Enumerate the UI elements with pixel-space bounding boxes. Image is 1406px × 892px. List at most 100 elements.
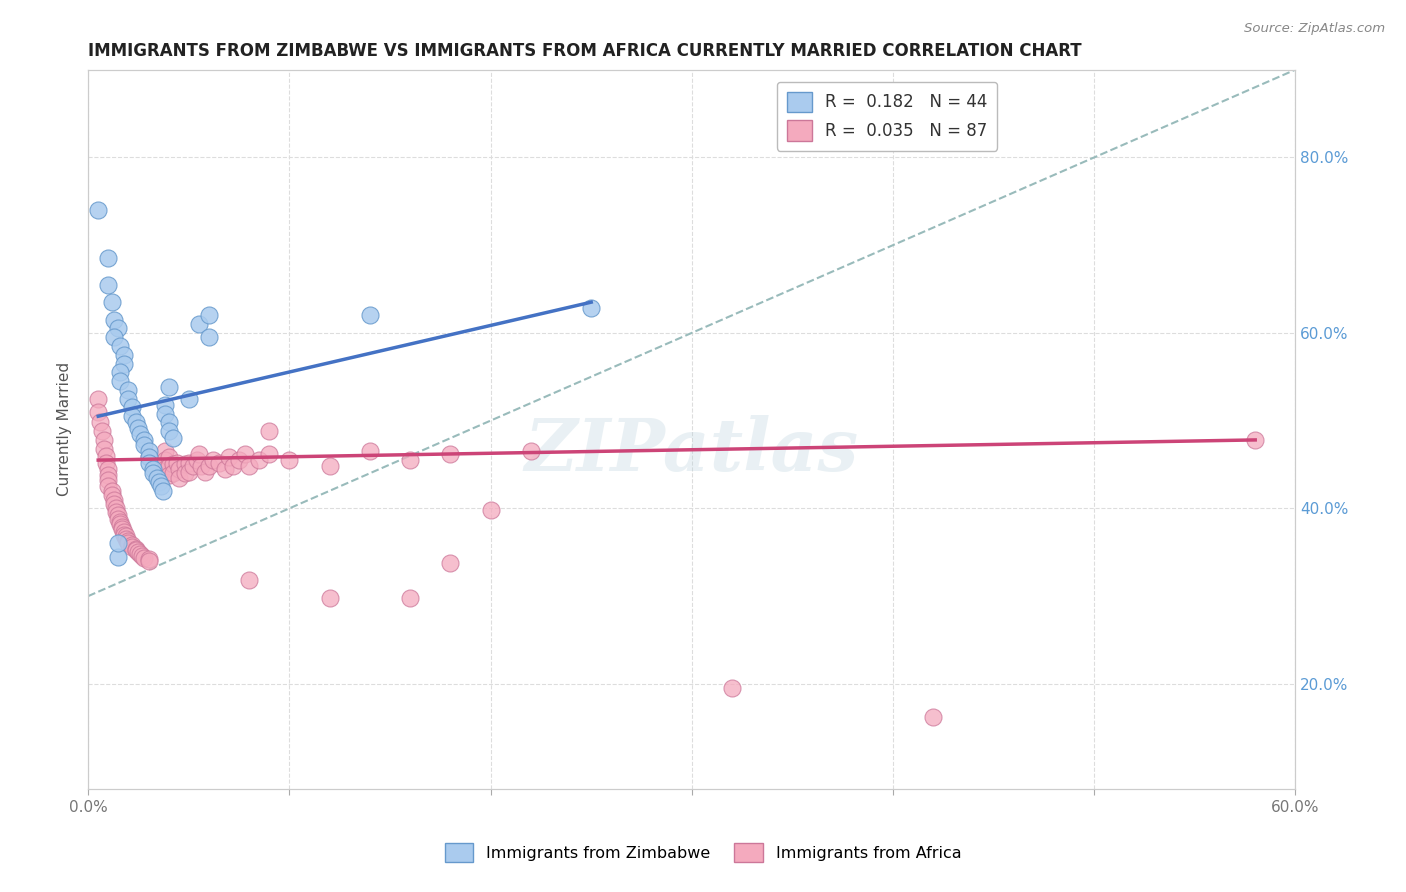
Point bbox=[129, 547, 152, 561]
Point bbox=[228, 453, 250, 467]
Point bbox=[318, 459, 340, 474]
Point bbox=[117, 533, 139, 548]
Point bbox=[157, 380, 180, 394]
Point bbox=[125, 416, 148, 430]
Point bbox=[87, 392, 110, 406]
Point bbox=[198, 459, 221, 474]
Point bbox=[96, 456, 118, 470]
Point bbox=[162, 458, 184, 472]
Point bbox=[479, 503, 502, 517]
Point bbox=[152, 483, 174, 498]
Point bbox=[721, 681, 744, 696]
Point bbox=[187, 447, 209, 461]
Point bbox=[166, 456, 188, 470]
Point bbox=[96, 449, 118, 463]
Point bbox=[121, 538, 143, 552]
Point bbox=[214, 462, 236, 476]
Point bbox=[105, 505, 128, 519]
Point bbox=[107, 549, 129, 564]
Point bbox=[121, 401, 143, 415]
Point bbox=[101, 295, 124, 310]
Point bbox=[157, 424, 180, 438]
Point bbox=[125, 543, 148, 558]
Point bbox=[134, 550, 156, 565]
Point bbox=[91, 424, 114, 438]
Point bbox=[97, 462, 120, 476]
Point bbox=[238, 574, 260, 588]
Point bbox=[162, 431, 184, 445]
Point bbox=[247, 453, 270, 467]
Point bbox=[145, 470, 167, 484]
Point bbox=[112, 527, 135, 541]
Point bbox=[110, 365, 132, 379]
Point bbox=[103, 492, 125, 507]
Point bbox=[103, 497, 125, 511]
Point bbox=[97, 252, 120, 266]
Point bbox=[115, 529, 138, 543]
Point bbox=[110, 374, 132, 388]
Point bbox=[157, 450, 180, 465]
Point bbox=[157, 459, 180, 474]
Point bbox=[186, 453, 208, 467]
Y-axis label: Currently Married: Currently Married bbox=[58, 362, 72, 497]
Point bbox=[134, 438, 156, 452]
Point bbox=[127, 545, 149, 559]
Point bbox=[87, 202, 110, 217]
Point bbox=[153, 398, 176, 412]
Point bbox=[93, 442, 115, 456]
Point bbox=[157, 468, 180, 483]
Point bbox=[399, 591, 422, 605]
Point bbox=[121, 409, 143, 424]
Point bbox=[399, 453, 422, 467]
Point bbox=[153, 462, 176, 476]
Point bbox=[97, 473, 120, 487]
Point bbox=[97, 468, 120, 483]
Point bbox=[218, 450, 240, 465]
Point bbox=[922, 710, 945, 724]
Point bbox=[134, 433, 156, 447]
Point bbox=[97, 277, 120, 292]
Point bbox=[89, 416, 111, 430]
Point bbox=[101, 483, 124, 498]
Point bbox=[318, 591, 340, 605]
Point bbox=[103, 312, 125, 326]
Legend: Immigrants from Zimbabwe, Immigrants from Africa: Immigrants from Zimbabwe, Immigrants fro… bbox=[439, 837, 967, 868]
Point bbox=[359, 309, 381, 323]
Point bbox=[198, 309, 221, 323]
Point bbox=[107, 321, 129, 335]
Point bbox=[222, 459, 245, 474]
Point bbox=[520, 444, 543, 458]
Point bbox=[177, 392, 200, 406]
Point bbox=[138, 450, 160, 465]
Point bbox=[110, 517, 132, 532]
Point bbox=[233, 447, 256, 461]
Point bbox=[110, 515, 132, 529]
Point bbox=[87, 405, 110, 419]
Point bbox=[238, 459, 260, 474]
Point bbox=[194, 465, 217, 479]
Point bbox=[138, 450, 160, 465]
Point bbox=[201, 453, 224, 467]
Text: IMMIGRANTS FROM ZIMBABWE VS IMMIGRANTS FROM AFRICA CURRENTLY MARRIED CORRELATION: IMMIGRANTS FROM ZIMBABWE VS IMMIGRANTS F… bbox=[89, 42, 1081, 60]
Point bbox=[439, 447, 461, 461]
Point bbox=[173, 467, 195, 481]
Point bbox=[121, 540, 143, 554]
Point bbox=[117, 383, 139, 397]
Point bbox=[208, 456, 231, 470]
Point bbox=[112, 348, 135, 362]
Point bbox=[129, 426, 152, 441]
Point bbox=[173, 458, 195, 472]
Point bbox=[141, 462, 163, 476]
Point bbox=[111, 520, 134, 534]
Point bbox=[278, 453, 301, 467]
Point bbox=[187, 317, 209, 331]
Point bbox=[127, 420, 149, 434]
Point bbox=[198, 330, 221, 344]
Point bbox=[181, 459, 204, 474]
Point bbox=[148, 475, 170, 489]
Point bbox=[153, 407, 176, 421]
Point bbox=[115, 532, 138, 546]
Point bbox=[107, 508, 129, 523]
Point bbox=[153, 453, 176, 467]
Point bbox=[149, 479, 172, 493]
